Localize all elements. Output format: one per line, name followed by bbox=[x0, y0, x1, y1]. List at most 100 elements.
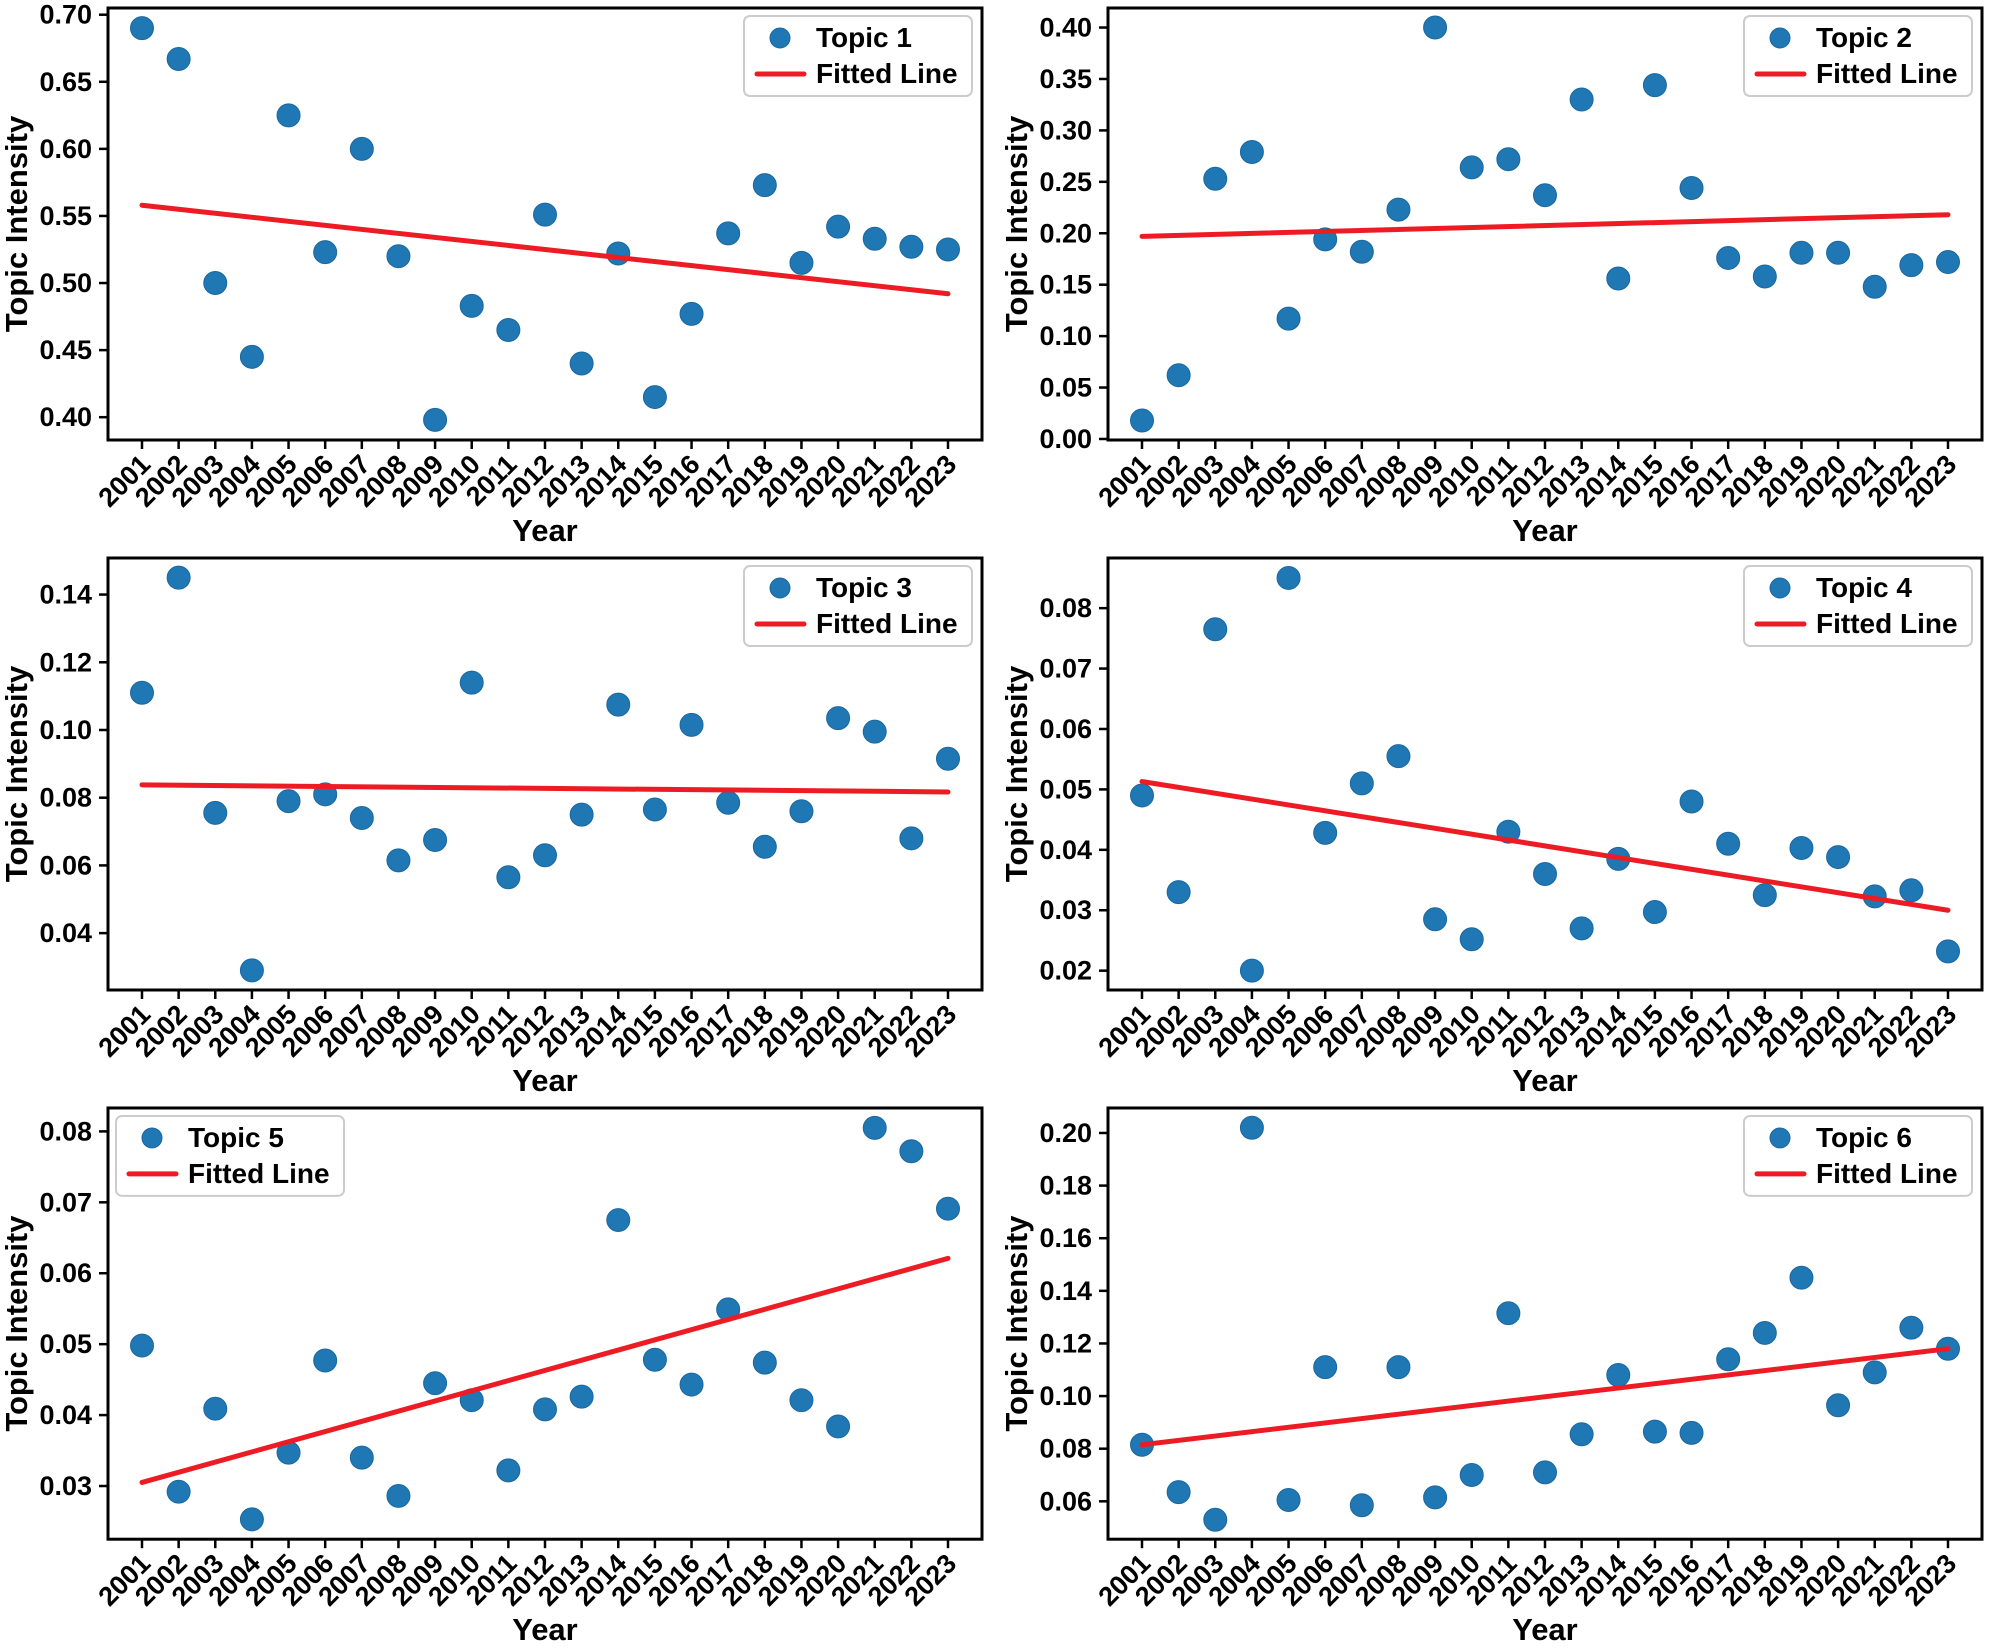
y-tick-label: 0.14 bbox=[39, 580, 92, 610]
data-point bbox=[1789, 1265, 1814, 1290]
data-point bbox=[1826, 1393, 1851, 1418]
data-point bbox=[1276, 1488, 1301, 1512]
data-point bbox=[349, 806, 374, 831]
data-point bbox=[569, 802, 594, 827]
x-axis-title: Year bbox=[1512, 513, 1578, 548]
y-tick-label: 0.70 bbox=[39, 0, 92, 30]
y-tick-label: 0.06 bbox=[1039, 714, 1092, 744]
data-point bbox=[239, 958, 264, 983]
data-point bbox=[239, 344, 264, 369]
chart-topic-2: 0.00 0.05 0.10 0.15 0.20 0.25 0.30 0.35 0.40 2001… bbox=[1000, 6, 1984, 548]
subplot-topic-1: 0.40 0.45 0.50 0.55 0.60 0.65 0.70 2001 2002 2003… bbox=[0, 0, 1000, 550]
y-axis-title: Topic Intensity bbox=[0, 1215, 34, 1432]
data-point bbox=[130, 1333, 154, 1358]
y-tick-label: 0.20 bbox=[1039, 1118, 1092, 1148]
data-point bbox=[1642, 1419, 1667, 1444]
y-tick-label: 0.50 bbox=[39, 268, 92, 298]
legend-label-series: Topic 1 bbox=[816, 22, 912, 53]
y-tick-label: 0.08 bbox=[39, 783, 92, 813]
data-point bbox=[1679, 789, 1704, 814]
data-point bbox=[1459, 1463, 1484, 1487]
data-point bbox=[789, 250, 814, 275]
y-tick-label: 0.03 bbox=[39, 1471, 92, 1501]
legend-label-series: Topic 6 bbox=[1816, 1122, 1912, 1153]
fitted-line bbox=[139, 202, 951, 297]
fitted-line bbox=[1139, 212, 1951, 239]
data-point bbox=[606, 1208, 631, 1233]
data-point bbox=[642, 385, 667, 410]
data-point bbox=[1313, 1355, 1338, 1380]
y-axis: 0.02 0.03 0.04 0.05 0.06 0.07 0.08 bbox=[1039, 593, 1108, 986]
data-point bbox=[1386, 744, 1411, 769]
data-point bbox=[1679, 176, 1704, 200]
data-point bbox=[386, 1483, 411, 1508]
data-point bbox=[496, 317, 521, 342]
data-point bbox=[789, 799, 814, 824]
data-point bbox=[1496, 1301, 1521, 1326]
data-point bbox=[752, 1350, 777, 1375]
data-point bbox=[459, 670, 484, 695]
legend-marker-dot bbox=[141, 1127, 163, 1149]
y-tick-label: 0.07 bbox=[1039, 654, 1092, 684]
data-point bbox=[1569, 1422, 1594, 1447]
data-point bbox=[1349, 239, 1374, 264]
y-tick-label: 0.04 bbox=[39, 918, 92, 948]
y-tick-label: 0.12 bbox=[39, 647, 92, 677]
legend-marker-dot bbox=[1769, 1127, 1791, 1149]
y-tick-label: 0.14 bbox=[1039, 1276, 1092, 1306]
data-point bbox=[1716, 245, 1741, 270]
subplot-topic-2: 0.00 0.05 0.10 0.15 0.20 0.25 0.30 0.35 0.40 2001… bbox=[1000, 0, 2000, 550]
data-point bbox=[1899, 1315, 1924, 1340]
plot-border bbox=[1106, 556, 1984, 992]
data-point bbox=[1276, 306, 1301, 331]
data-point bbox=[459, 293, 484, 318]
data-point bbox=[1716, 1347, 1741, 1372]
y-tick-label: 0.06 bbox=[1039, 1486, 1092, 1516]
y-axis: 0.06 0.08 0.10 0.12 0.14 0.16 0.18 0.20 bbox=[1039, 1118, 1108, 1516]
data-point bbox=[1789, 836, 1814, 861]
data-point bbox=[1899, 878, 1924, 903]
data-point bbox=[1862, 1360, 1887, 1385]
data-point bbox=[1239, 958, 1264, 983]
legend-label-fitted: Fitted Line bbox=[1816, 1158, 1958, 1189]
fitted-line bbox=[139, 1255, 951, 1485]
data-point bbox=[606, 241, 631, 266]
data-point bbox=[1203, 1507, 1228, 1532]
data-point bbox=[423, 1371, 448, 1396]
data-point bbox=[1203, 617, 1228, 642]
data-point bbox=[313, 240, 338, 265]
y-axis-title: Topic Intensity bbox=[0, 665, 34, 882]
y-tick-label: 0.16 bbox=[1039, 1223, 1092, 1253]
x-axis: 2001200220032004200520062007200820092010… bbox=[93, 1539, 962, 1612]
data-point bbox=[1459, 155, 1484, 180]
legend-label-series: Topic 5 bbox=[188, 1122, 284, 1153]
data-point bbox=[1752, 1320, 1777, 1345]
data-point bbox=[606, 692, 631, 717]
data-point bbox=[1496, 147, 1521, 172]
data-point bbox=[679, 712, 704, 737]
x-axis-title: Year bbox=[1512, 1612, 1578, 1647]
y-tick-label: 0.18 bbox=[1039, 1171, 1092, 1201]
legend-label-fitted: Fitted Line bbox=[188, 1158, 330, 1189]
y-tick-label: 0.04 bbox=[39, 1400, 92, 1430]
data-point bbox=[1166, 880, 1191, 905]
data-point bbox=[936, 1196, 960, 1221]
plot-border bbox=[106, 556, 984, 992]
legend-label-series: Topic 3 bbox=[816, 572, 912, 603]
y-axis-title: Topic Intensity bbox=[1000, 665, 1034, 882]
data-point bbox=[1239, 140, 1264, 164]
data-point bbox=[1789, 240, 1814, 265]
legend: Topic 2 Fitted Line bbox=[1743, 15, 1973, 97]
y-tick-label: 0.00 bbox=[1039, 424, 1092, 454]
data-point bbox=[166, 1479, 191, 1504]
plot-border bbox=[106, 1106, 984, 1541]
y-tick-label: 0.08 bbox=[1039, 1434, 1092, 1464]
y-tick-label: 0.08 bbox=[1039, 593, 1092, 623]
data-point bbox=[826, 1414, 851, 1439]
data-point bbox=[1533, 1460, 1557, 1485]
plot-border bbox=[1106, 6, 1984, 442]
data-point bbox=[166, 46, 191, 71]
y-axis: 0.40 0.45 0.50 0.55 0.60 0.65 0.70 bbox=[39, 0, 108, 432]
y-tick-label: 0.03 bbox=[1039, 895, 1092, 925]
